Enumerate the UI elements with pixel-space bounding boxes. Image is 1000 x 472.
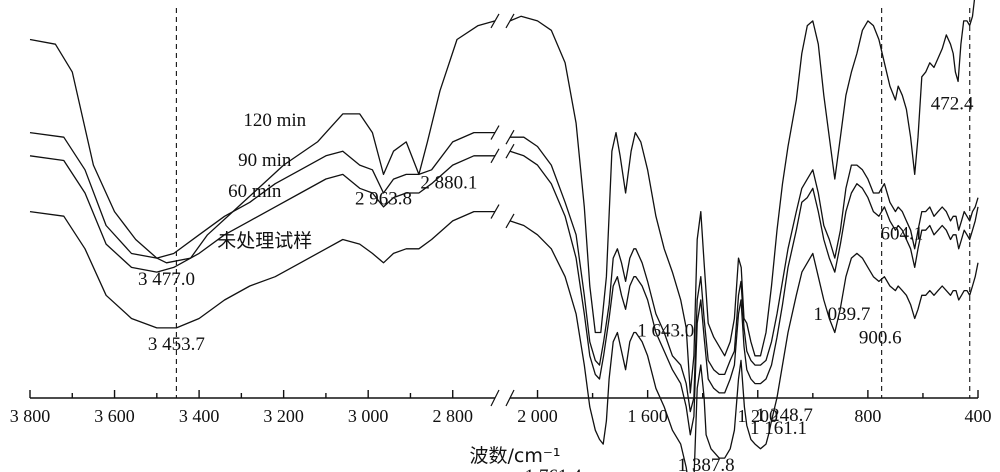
series-break-mark-3-b: [505, 213, 515, 229]
x-axis-label: 波数/cm⁻¹: [469, 445, 560, 467]
annotation-12: 1 761.4: [525, 466, 583, 472]
series-line-2-left: [29, 155, 495, 273]
x-tick-label-2800: 2 800: [432, 406, 473, 426]
series-break-mark-1-a: [490, 125, 500, 140]
x-tick-label-3400: 3 400: [179, 406, 220, 426]
axis-break-mark-a: [490, 389, 500, 407]
series-break-mark-2-a: [490, 148, 500, 164]
series-line-1-left: [29, 131, 495, 259]
x-tick-label-800: 800: [854, 406, 881, 426]
annotation-16: 1 039.7: [813, 304, 870, 325]
series-line-3-left: [29, 210, 495, 329]
x-tick-label-1600: 1 600: [627, 406, 668, 426]
x-tick-label-1200: 1 200: [738, 406, 779, 426]
series-line-1-right: [510, 136, 979, 413]
x-tick-label-3200: 3 200: [263, 406, 304, 426]
axis-break-mark-b: [505, 389, 515, 407]
x-tick-label-400: 400: [965, 406, 992, 426]
annotation-15: 1 248.7: [756, 405, 813, 426]
annotation-2: 2 963.8: [355, 188, 412, 209]
x-tick-label-3800: 3 800: [10, 406, 51, 426]
annotation-5: 90 min: [238, 150, 292, 171]
series-line-2-right: [509, 150, 979, 436]
series-break-mark-0-b: [505, 13, 515, 29]
x-tick-label-3600: 3 600: [94, 406, 135, 426]
annotation-10: 未处理试样: [217, 230, 312, 252]
x-tick-label-2000: 2 000: [517, 406, 558, 426]
annotation-4: 472.4: [931, 93, 974, 114]
annotation-11: 3 453.7: [148, 334, 205, 355]
series-break-mark-2-b: [505, 143, 515, 159]
annotation-7: 60 min: [228, 181, 282, 202]
annotation-9: 1 161.1: [750, 418, 807, 439]
series-break-mark-1-b: [505, 129, 515, 145]
annotation-8: 1 643.0: [637, 321, 694, 342]
series-line-0-right: [509, 0, 976, 394]
annotation-14: 1 387.8: [678, 455, 735, 472]
annotation-0: 3 477.0: [138, 269, 195, 290]
series-break-mark-0-a: [490, 13, 500, 29]
annotation-13: 900.6: [859, 327, 902, 348]
annotation-6: 604.1: [880, 224, 923, 245]
series-break-mark-3-a: [490, 204, 500, 219]
x-tick-label-3000: 3 000: [348, 406, 389, 426]
series-line-3-right: [509, 220, 979, 472]
annotation-1: 120 min: [243, 110, 306, 131]
annotation-3: 2 880.1: [420, 172, 477, 193]
series-line-0-left: [29, 20, 496, 264]
